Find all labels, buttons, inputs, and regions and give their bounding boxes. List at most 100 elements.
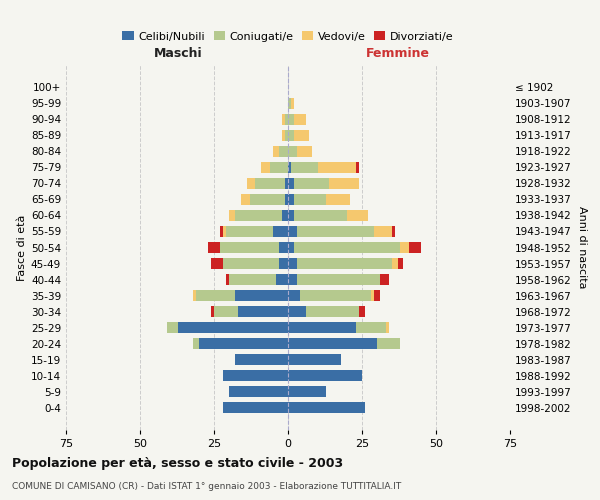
Bar bbox=[238, 306, 288, 318]
Bar bbox=[279, 242, 288, 254]
Bar bbox=[167, 322, 178, 334]
Bar bbox=[208, 242, 220, 254]
Bar bbox=[235, 290, 288, 302]
Bar bbox=[196, 290, 235, 302]
Bar bbox=[282, 210, 288, 221]
Text: COMUNE DI CAMISANO (CR) - Dati ISTAT 1° gennaio 2003 - Elaborazione TUTTITALIA.I: COMUNE DI CAMISANO (CR) - Dati ISTAT 1° … bbox=[12, 482, 401, 491]
Bar bbox=[297, 146, 311, 157]
Bar bbox=[317, 162, 356, 173]
Bar bbox=[356, 322, 386, 334]
Bar bbox=[279, 146, 288, 157]
Bar bbox=[297, 226, 374, 237]
Bar bbox=[214, 306, 238, 318]
Bar bbox=[235, 354, 288, 366]
Bar bbox=[300, 290, 371, 302]
Bar bbox=[329, 178, 359, 189]
Bar bbox=[294, 194, 326, 205]
Bar bbox=[288, 242, 294, 254]
Bar bbox=[241, 194, 250, 205]
Bar bbox=[247, 178, 256, 189]
Bar bbox=[288, 178, 294, 189]
Bar bbox=[178, 322, 288, 334]
Bar bbox=[282, 130, 285, 141]
Bar bbox=[211, 258, 223, 270]
Bar bbox=[288, 194, 294, 205]
Bar bbox=[288, 402, 365, 413]
Bar bbox=[285, 178, 288, 189]
Bar bbox=[386, 322, 389, 334]
Bar bbox=[288, 114, 294, 125]
Bar bbox=[380, 274, 389, 285]
Bar bbox=[359, 306, 365, 318]
Bar bbox=[223, 226, 226, 237]
Bar bbox=[288, 354, 341, 366]
Bar bbox=[223, 258, 279, 270]
Bar bbox=[294, 178, 329, 189]
Bar bbox=[356, 162, 359, 173]
Bar bbox=[211, 306, 214, 318]
Bar bbox=[270, 162, 288, 173]
Bar bbox=[294, 242, 400, 254]
Bar bbox=[285, 114, 288, 125]
Bar bbox=[193, 338, 199, 349]
Bar bbox=[282, 114, 285, 125]
Text: Femmine: Femmine bbox=[365, 47, 430, 60]
Bar bbox=[256, 178, 285, 189]
Bar bbox=[288, 146, 297, 157]
Bar bbox=[297, 274, 380, 285]
Bar bbox=[326, 194, 350, 205]
Bar bbox=[306, 306, 359, 318]
Bar bbox=[199, 338, 288, 349]
Bar bbox=[288, 258, 297, 270]
Bar bbox=[273, 226, 288, 237]
Bar bbox=[288, 322, 356, 334]
Bar bbox=[294, 114, 306, 125]
Bar bbox=[273, 146, 279, 157]
Bar bbox=[220, 226, 223, 237]
Bar bbox=[193, 290, 196, 302]
Bar bbox=[291, 162, 317, 173]
Bar bbox=[291, 98, 294, 109]
Bar bbox=[288, 162, 291, 173]
Bar bbox=[294, 130, 309, 141]
Y-axis label: Fasce di età: Fasce di età bbox=[17, 214, 27, 280]
Bar bbox=[285, 194, 288, 205]
Bar bbox=[288, 290, 300, 302]
Bar bbox=[220, 242, 279, 254]
Bar bbox=[223, 402, 288, 413]
Bar bbox=[400, 242, 409, 254]
Text: Popolazione per età, sesso e stato civile - 2003: Popolazione per età, sesso e stato civil… bbox=[12, 458, 343, 470]
Bar bbox=[288, 338, 377, 349]
Bar bbox=[288, 370, 362, 382]
Bar bbox=[223, 370, 288, 382]
Bar bbox=[374, 290, 380, 302]
Bar bbox=[279, 258, 288, 270]
Bar bbox=[250, 194, 285, 205]
Bar bbox=[398, 258, 403, 270]
Bar bbox=[288, 386, 326, 398]
Bar bbox=[229, 210, 235, 221]
Bar bbox=[229, 386, 288, 398]
Bar bbox=[374, 226, 392, 237]
Bar bbox=[288, 130, 294, 141]
Bar bbox=[288, 306, 306, 318]
Bar bbox=[377, 338, 400, 349]
Bar bbox=[288, 98, 291, 109]
Bar bbox=[392, 258, 398, 270]
Bar bbox=[262, 162, 270, 173]
Bar bbox=[371, 290, 374, 302]
Bar bbox=[347, 210, 368, 221]
Bar bbox=[288, 210, 294, 221]
Bar bbox=[288, 226, 297, 237]
Y-axis label: Anni di nascita: Anni di nascita bbox=[577, 206, 587, 289]
Bar bbox=[285, 130, 288, 141]
Bar bbox=[226, 226, 273, 237]
Bar bbox=[226, 274, 229, 285]
Bar bbox=[294, 210, 347, 221]
Bar bbox=[409, 242, 421, 254]
Bar bbox=[229, 274, 276, 285]
Bar bbox=[235, 210, 282, 221]
Bar bbox=[276, 274, 288, 285]
Bar bbox=[392, 226, 395, 237]
Text: Maschi: Maschi bbox=[154, 47, 203, 60]
